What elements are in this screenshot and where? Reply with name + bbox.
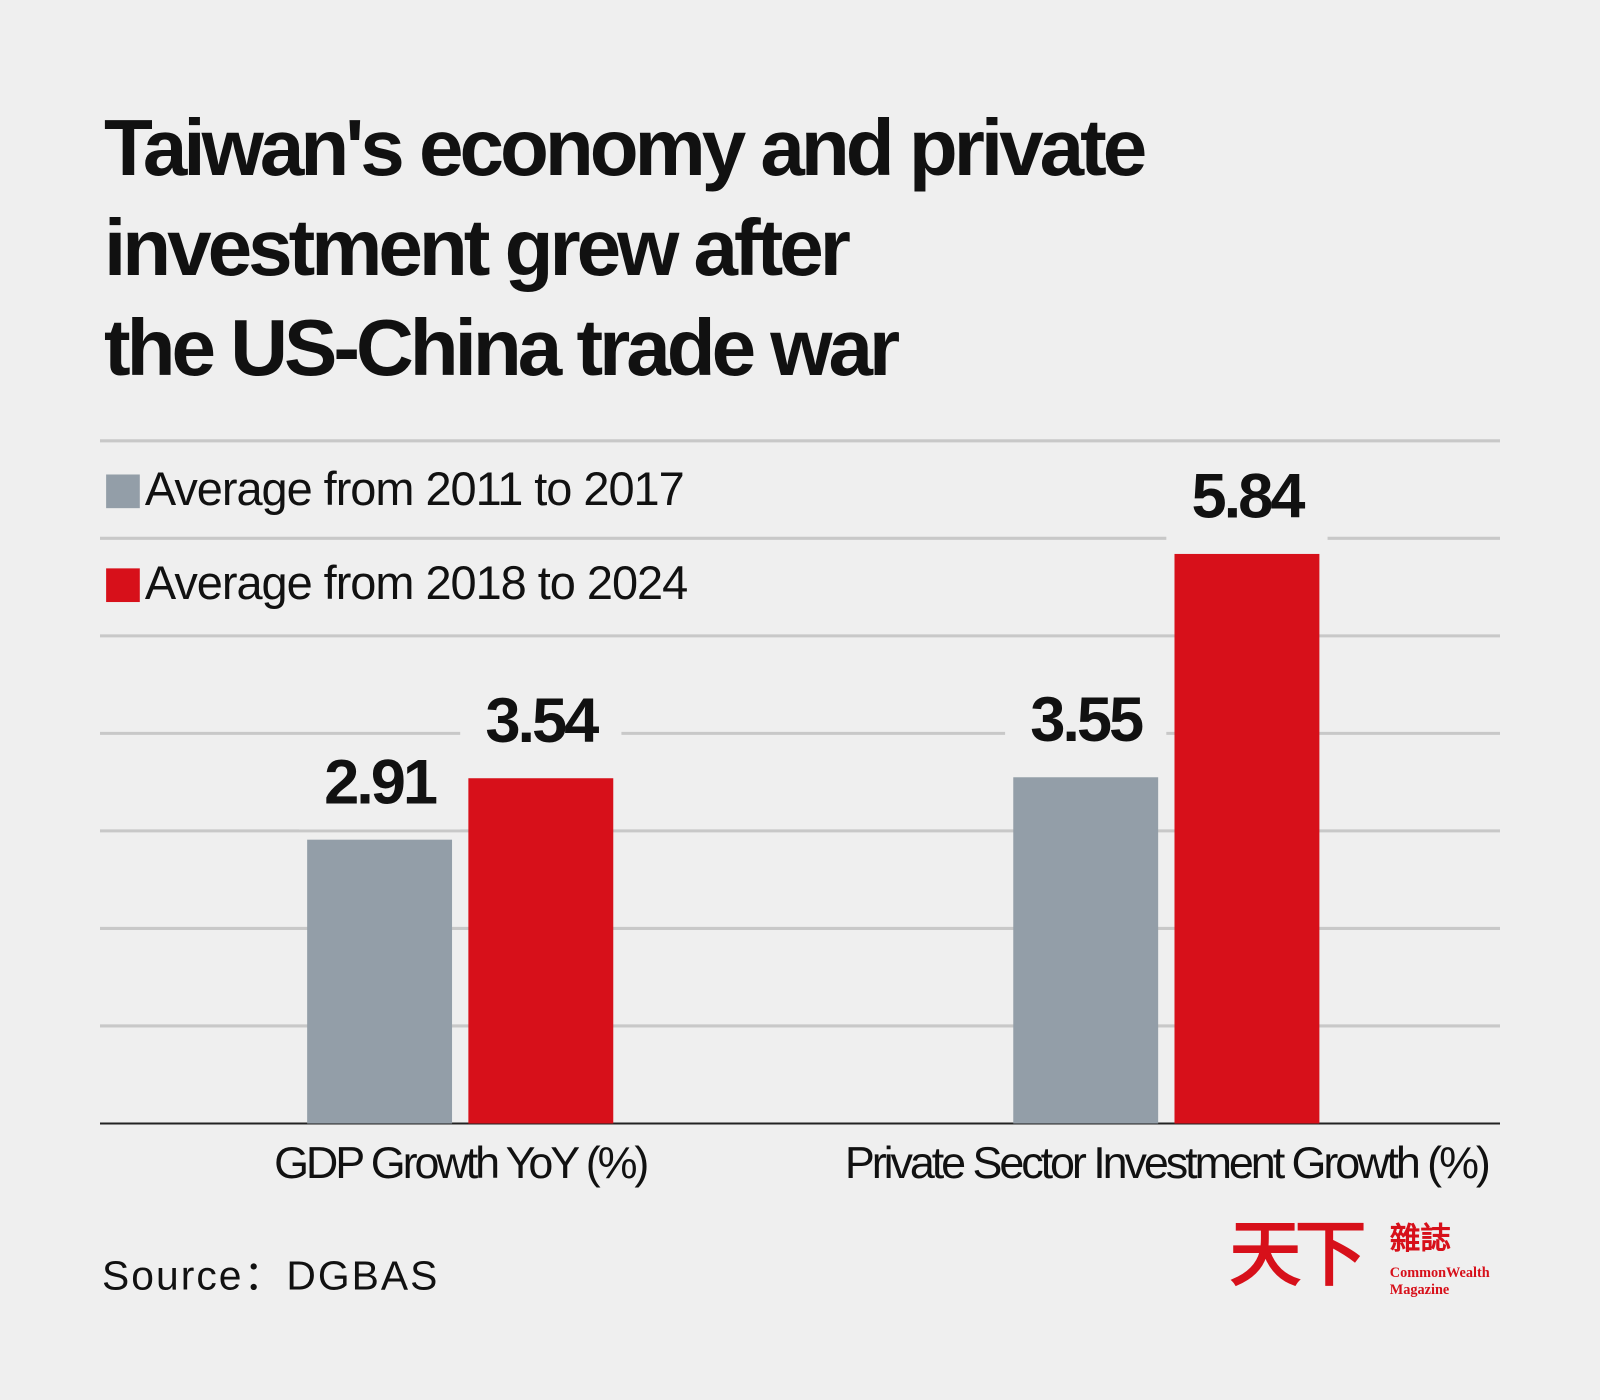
source: Source：DGBAS — [102, 1252, 439, 1298]
legend-label: Average from 2011 to 2017 — [145, 463, 684, 515]
value-label-bg — [1005, 685, 1167, 768]
value-label-bg — [460, 686, 622, 769]
value-label-bg — [298, 747, 461, 830]
chart-title: Taiwan's economy and private investment … — [104, 103, 1147, 392]
value-label: 2.91 — [324, 747, 437, 817]
bar — [1013, 777, 1159, 1124]
value-label-bg — [1166, 462, 1328, 544]
bar — [307, 839, 453, 1124]
value-label: 5.84 — [1192, 462, 1306, 532]
x-tick-label: Private Sector Investment Growth (%) — [845, 1137, 1489, 1188]
x-tick-label: GDP Growth YoY (%) — [274, 1137, 647, 1188]
brand-sub: Magazine — [1390, 1282, 1449, 1298]
value-label: 3.54 — [485, 686, 599, 756]
legend-swatch — [106, 568, 140, 603]
brand-mark: 天下 — [1230, 1215, 1364, 1295]
legend-swatch — [106, 474, 140, 509]
brand-english: CommonWealth — [1390, 1265, 1490, 1281]
bar — [468, 778, 614, 1124]
brand-chinese: 雜誌 — [1390, 1221, 1452, 1256]
legend-label: Average from 2018 to 2024 — [145, 557, 687, 609]
value-label: 3.55 — [1030, 685, 1143, 755]
bar — [1174, 553, 1320, 1124]
